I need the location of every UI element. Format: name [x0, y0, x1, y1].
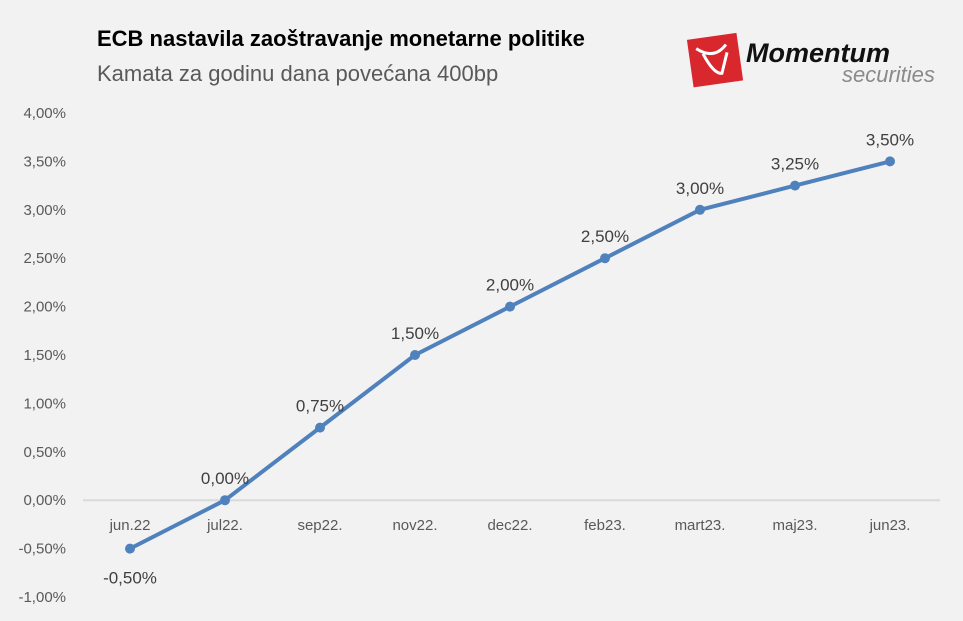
x-tick-label: sep22.	[297, 517, 342, 534]
y-tick-label: -1,00%	[18, 589, 66, 606]
y-tick-label: 1,50%	[23, 347, 66, 364]
data-point	[220, 495, 230, 506]
y-tick-label: 3,00%	[23, 202, 66, 219]
chart-title: ECB nastavila zaoštravanje monetarne pol…	[97, 26, 585, 51]
x-tick-label: dec22.	[487, 517, 532, 534]
data-label: 3,00%	[676, 179, 724, 198]
y-tick-label: 2,00%	[23, 299, 66, 316]
x-tick-label: feb23.	[584, 517, 626, 534]
svg-text:securities: securities	[842, 62, 935, 87]
y-tick-label: 1,00%	[23, 395, 66, 412]
chart-subtitle: Kamata za godinu dana povećana 400bp	[97, 61, 499, 86]
y-tick-label: -0,50%	[18, 541, 66, 558]
data-point	[695, 204, 705, 215]
data-label: 2,00%	[486, 276, 534, 295]
data-point	[600, 253, 610, 264]
y-tick-label: 2,50%	[23, 250, 66, 267]
x-tick-label: mart23.	[675, 517, 726, 534]
data-label: 0,00%	[201, 469, 249, 488]
y-tick-label: 3,50%	[23, 153, 66, 170]
x-tick-label: maj23.	[772, 517, 817, 534]
y-tick-label: 4,00%	[23, 105, 66, 122]
data-label: -0,50%	[103, 569, 157, 588]
data-label: 3,25%	[771, 155, 819, 174]
x-tick-label: jul22.	[206, 517, 243, 534]
series-line	[129, 159, 891, 551]
data-point	[315, 422, 325, 433]
data-point	[125, 543, 135, 554]
data-label: 1,50%	[391, 324, 439, 343]
x-tick-label: jun23.	[869, 517, 911, 534]
svg-text:Momentum: Momentum	[746, 38, 890, 68]
momentum-securities-logo: Momentum securities	[686, 32, 935, 88]
data-point	[885, 156, 895, 167]
x-tick-label: jun.22	[109, 517, 151, 534]
data-label: 3,50%	[866, 130, 914, 149]
data-point	[410, 350, 420, 360]
data-point	[790, 180, 800, 191]
x-tick-label: nov22.	[392, 517, 437, 534]
data-label: 0,75%	[296, 397, 344, 416]
y-tick-label: 0,50%	[23, 444, 66, 461]
y-tick-label: 0,00%	[23, 492, 66, 509]
data-label: 2,50%	[581, 227, 629, 246]
data-point	[505, 301, 515, 312]
